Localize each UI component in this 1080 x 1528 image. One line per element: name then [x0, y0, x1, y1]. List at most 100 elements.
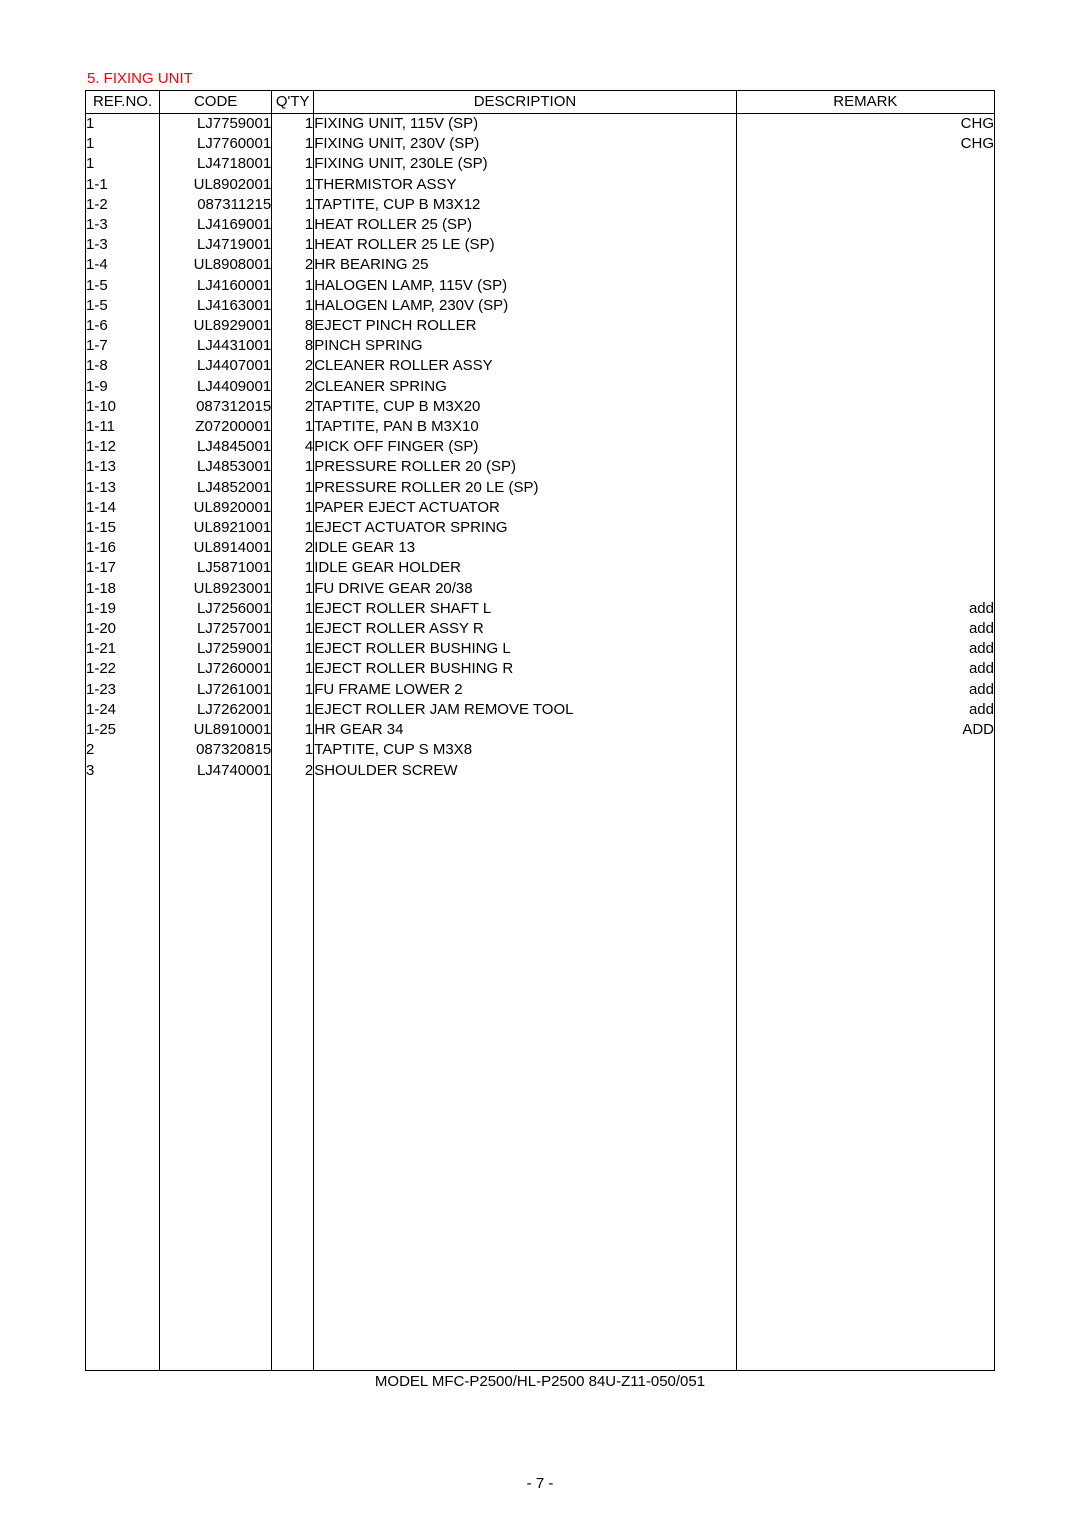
cell-desc: FIXING UNIT, 230V (SP): [314, 134, 736, 154]
cell-rem: CHG: [736, 134, 994, 154]
table-row: 1-3LJ47190011HEAT ROLLER 25 LE (SP): [86, 235, 995, 255]
cell-desc: HALOGEN LAMP, 115V (SP): [314, 276, 736, 296]
cell-code: LJ4409001: [160, 377, 272, 397]
cell-desc: IDLE GEAR HOLDER: [314, 558, 736, 578]
cell-ref: 1-17: [86, 558, 160, 578]
cell-ref: 1-6: [86, 316, 160, 336]
cell-desc: TAPTITE, CUP S M3X8: [314, 740, 736, 760]
cell-ref: 1-23: [86, 680, 160, 700]
cell-qty: 8: [272, 316, 314, 336]
cell-rem: [736, 518, 994, 538]
cell-code: LJ4852001: [160, 478, 272, 498]
cell-code: UL8914001: [160, 538, 272, 558]
table-row: 1-7LJ44310018PINCH SPRING: [86, 336, 995, 356]
cell-ref: 1-12: [86, 437, 160, 457]
cell-desc: EJECT ACTUATOR SPRING: [314, 518, 736, 538]
cell-qty: 1: [272, 114, 314, 135]
header-rem: REMARK: [736, 91, 994, 114]
cell-desc: THERMISTOR ASSY: [314, 175, 736, 195]
cell-code: LJ7262001: [160, 700, 272, 720]
cell-desc: EJECT ROLLER BUSHING R: [314, 659, 736, 679]
cell-desc: TAPTITE, CUP B M3X20: [314, 397, 736, 417]
table-row: 1-20873112151TAPTITE, CUP B M3X12: [86, 195, 995, 215]
cell-rem: add: [736, 639, 994, 659]
table-row: 1-11Z072000011TAPTITE, PAN B M3X10: [86, 417, 995, 437]
cell-rem: [736, 538, 994, 558]
table-row: 1-13LJ48530011PRESSURE ROLLER 20 (SP): [86, 457, 995, 477]
cell-qty: 2: [272, 377, 314, 397]
cell-desc: TAPTITE, CUP B M3X12: [314, 195, 736, 215]
cell-qty: 1: [272, 599, 314, 619]
cell-code: 087320815: [160, 740, 272, 760]
header-qty: Q'TY: [272, 91, 314, 114]
filler-cell: [314, 781, 736, 1371]
cell-qty: 2: [272, 397, 314, 417]
cell-code: LJ4160001: [160, 276, 272, 296]
table-row: 1-17LJ58710011IDLE GEAR HOLDER: [86, 558, 995, 578]
table-row: 1-16UL89140012IDLE GEAR 13: [86, 538, 995, 558]
table-row: 1-23LJ72610011FU FRAME LOWER 2add: [86, 680, 995, 700]
table-row: 1LJ77600011FIXING UNIT, 230V (SP)CHG: [86, 134, 995, 154]
cell-code: LJ7760001: [160, 134, 272, 154]
cell-ref: 1-5: [86, 276, 160, 296]
cell-code: UL8902001: [160, 175, 272, 195]
cell-code: LJ4169001: [160, 215, 272, 235]
cell-ref: 1-21: [86, 639, 160, 659]
table-row: 1-8LJ44070012CLEANER ROLLER ASSY: [86, 356, 995, 376]
cell-rem: [736, 154, 994, 174]
cell-qty: 1: [272, 276, 314, 296]
cell-rem: [736, 255, 994, 275]
cell-qty: 1: [272, 215, 314, 235]
cell-desc: IDLE GEAR 13: [314, 538, 736, 558]
cell-desc: PAPER EJECT ACTUATOR: [314, 498, 736, 518]
cell-rem: add: [736, 700, 994, 720]
cell-qty: 1: [272, 680, 314, 700]
cell-qty: 1: [272, 720, 314, 740]
cell-ref: 1-20: [86, 619, 160, 639]
cell-ref: 1: [86, 114, 160, 135]
cell-code: LJ4845001: [160, 437, 272, 457]
cell-ref: 1-25: [86, 720, 160, 740]
table-filler-row: [86, 781, 995, 1371]
section-title: 5. FIXING UNIT: [85, 70, 995, 87]
cell-desc: EJECT ROLLER JAM REMOVE TOOL: [314, 700, 736, 720]
cell-code: UL8923001: [160, 579, 272, 599]
cell-rem: [736, 296, 994, 316]
cell-qty: 8: [272, 336, 314, 356]
cell-ref: 1-3: [86, 215, 160, 235]
cell-code: LJ7260001: [160, 659, 272, 679]
table-row: 1-24LJ72620011EJECT ROLLER JAM REMOVE TO…: [86, 700, 995, 720]
cell-desc: TAPTITE, PAN B M3X10: [314, 417, 736, 437]
cell-ref: 1-2: [86, 195, 160, 215]
table-row: 1-13LJ48520011PRESSURE ROLLER 20 LE (SP): [86, 478, 995, 498]
table-row: 1-19LJ72560011EJECT ROLLER SHAFT Ladd: [86, 599, 995, 619]
cell-code: LJ7261001: [160, 680, 272, 700]
cell-desc: EJECT ROLLER BUSHING L: [314, 639, 736, 659]
cell-code: LJ5871001: [160, 558, 272, 578]
filler-cell: [86, 781, 160, 1371]
cell-ref: 1-5: [86, 296, 160, 316]
cell-qty: 1: [272, 498, 314, 518]
cell-desc: HEAT ROLLER 25 (SP): [314, 215, 736, 235]
cell-code: LJ7256001: [160, 599, 272, 619]
cell-qty: 1: [272, 659, 314, 679]
cell-ref: 1-14: [86, 498, 160, 518]
cell-desc: HALOGEN LAMP, 230V (SP): [314, 296, 736, 316]
cell-ref: 1-24: [86, 700, 160, 720]
cell-ref: 1-22: [86, 659, 160, 679]
cell-desc: PRESSURE ROLLER 20 LE (SP): [314, 478, 736, 498]
page: 5. FIXING UNIT REF.NO. CODE Q'TY DESCRIP…: [0, 0, 1080, 1528]
table-row: 1-25UL89100011HR GEAR 34ADD: [86, 720, 995, 740]
cell-ref: 1-11: [86, 417, 160, 437]
cell-desc: PINCH SPRING: [314, 336, 736, 356]
cell-code: LJ4853001: [160, 457, 272, 477]
cell-code: LJ4719001: [160, 235, 272, 255]
cell-desc: EJECT ROLLER ASSY R: [314, 619, 736, 639]
cell-desc: HEAT ROLLER 25 LE (SP): [314, 235, 736, 255]
header-ref: REF.NO.: [86, 91, 160, 114]
cell-desc: FU FRAME LOWER 2: [314, 680, 736, 700]
table-row: 1LJ47180011FIXING UNIT, 230LE (SP): [86, 154, 995, 174]
cell-ref: 2: [86, 740, 160, 760]
table-row: 20873208151TAPTITE, CUP S M3X8: [86, 740, 995, 760]
cell-rem: [736, 195, 994, 215]
